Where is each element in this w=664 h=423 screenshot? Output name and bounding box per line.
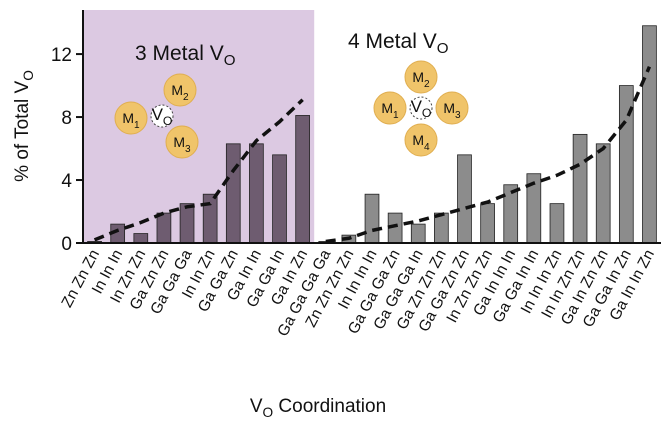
y-tick-label: 4 [61,171,72,192]
bar [504,185,518,243]
metal-label-sub: 4 [424,142,430,153]
metal-label-sub: 1 [134,120,140,131]
bar [411,224,425,243]
metal-label-main: M [122,110,134,126]
metal-label-main: M [443,100,455,116]
metal-label-sub: 3 [185,144,191,155]
y-tick-label: 8 [61,108,72,129]
group-title-main: 3 Metal V [135,42,224,65]
bar [550,204,564,243]
y-axis-label-sub: O [21,70,36,81]
metal-label-sub: 3 [455,110,461,121]
bar [458,155,472,243]
y-tick-label: 0 [61,234,72,255]
bar [481,204,495,243]
bar [249,144,263,243]
y-axis-label-main: % of Total V [12,80,33,181]
x-axis-label-sub: O [263,405,274,420]
metal-label-main: M [412,69,424,85]
bar [180,204,194,243]
bar [573,134,587,243]
x-axis-label-main: V [250,396,263,417]
vacancy-label-main: V [411,97,423,116]
bar [157,213,171,243]
bar [365,194,379,243]
bar [596,144,610,243]
group-title: 3 Metal VO [135,42,236,69]
y-axis-label: % of Total VO [12,70,36,182]
metal-label-main: M [381,100,393,116]
metal-label-main: M [171,82,183,98]
y-tick-label: 12 [51,45,72,66]
bar [226,144,240,243]
group-title-main: 4 Metal V [348,30,437,53]
group-title: 4 Metal VO [348,30,449,57]
group-title-sub: O [437,40,449,57]
x-axis-label: VO Coordination [250,396,386,420]
bar [643,26,657,243]
vacancy-label-sub: O [163,114,173,128]
bar [134,234,148,243]
metal-label-sub: 2 [424,79,430,90]
bar [296,115,310,243]
x-axis-label-rest: Coordination [273,396,386,417]
chart: 04812Zn Zn ZnIn In InIn Zn ZnGa Zn ZnGa … [0,0,664,423]
vacancy-label-sub: O [422,106,432,120]
metal-label-sub: 1 [393,110,399,121]
bar [203,194,217,243]
bar [273,155,287,243]
metal-label-main: M [412,132,424,148]
metal-label-sub: 2 [183,92,189,103]
vacancy-label-main: V [152,105,164,124]
group-title-sub: O [224,52,236,69]
metal-label-main: M [173,134,185,150]
